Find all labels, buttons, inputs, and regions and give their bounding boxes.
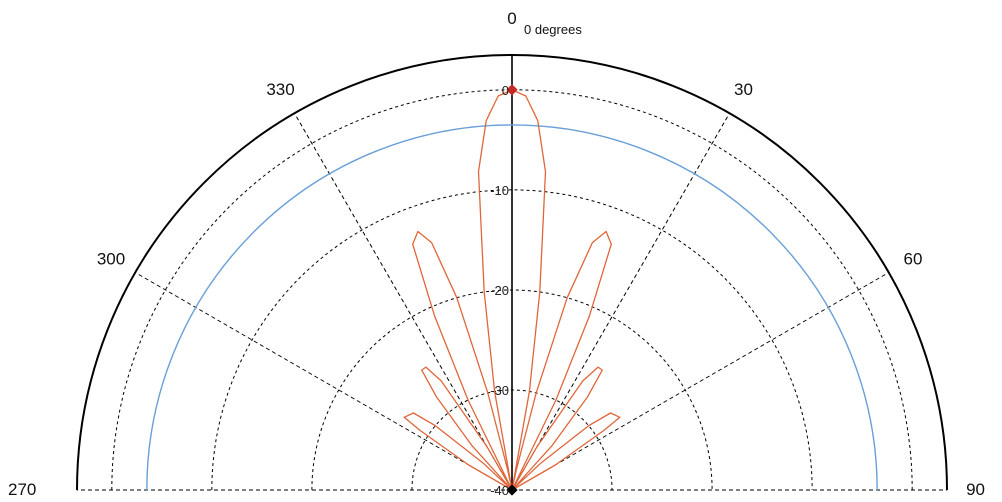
angle-tick-label-0: 0 [507,9,516,28]
radial-tick-label-4: -40 [490,483,509,498]
radial-tick-label-2: -20 [490,283,509,298]
spoke-330 [294,113,513,491]
chart-subtitle: 0 degrees [524,22,582,37]
grid-circle-0 [111,89,913,491]
angle-tick-label-270: 270 [8,480,36,499]
chart-labels: 0 degrees 0 -10 -20 -30 -40 0 30 60 90 270 300 330 [8,9,985,499]
angle-tick-label-90: 90 [966,480,985,499]
reference-circle [146,124,878,491]
angle-tick-label-300: 300 [97,250,125,269]
angle-tick-label-30: 30 [734,80,753,99]
spoke-300 [135,272,513,491]
polar-grid [76,54,948,491]
radial-tick-label-3: -30 [490,383,509,398]
spoke-60 [511,272,889,491]
grid-circle-1 [211,189,813,491]
radial-tick-label-1: -10 [490,183,509,198]
radial-tick-label-0: 0 [502,83,509,98]
marker-1 [506,484,518,496]
angle-tick-label-330: 330 [266,80,294,99]
spoke-30 [511,113,730,491]
angle-tick-label-60: 60 [904,250,923,269]
